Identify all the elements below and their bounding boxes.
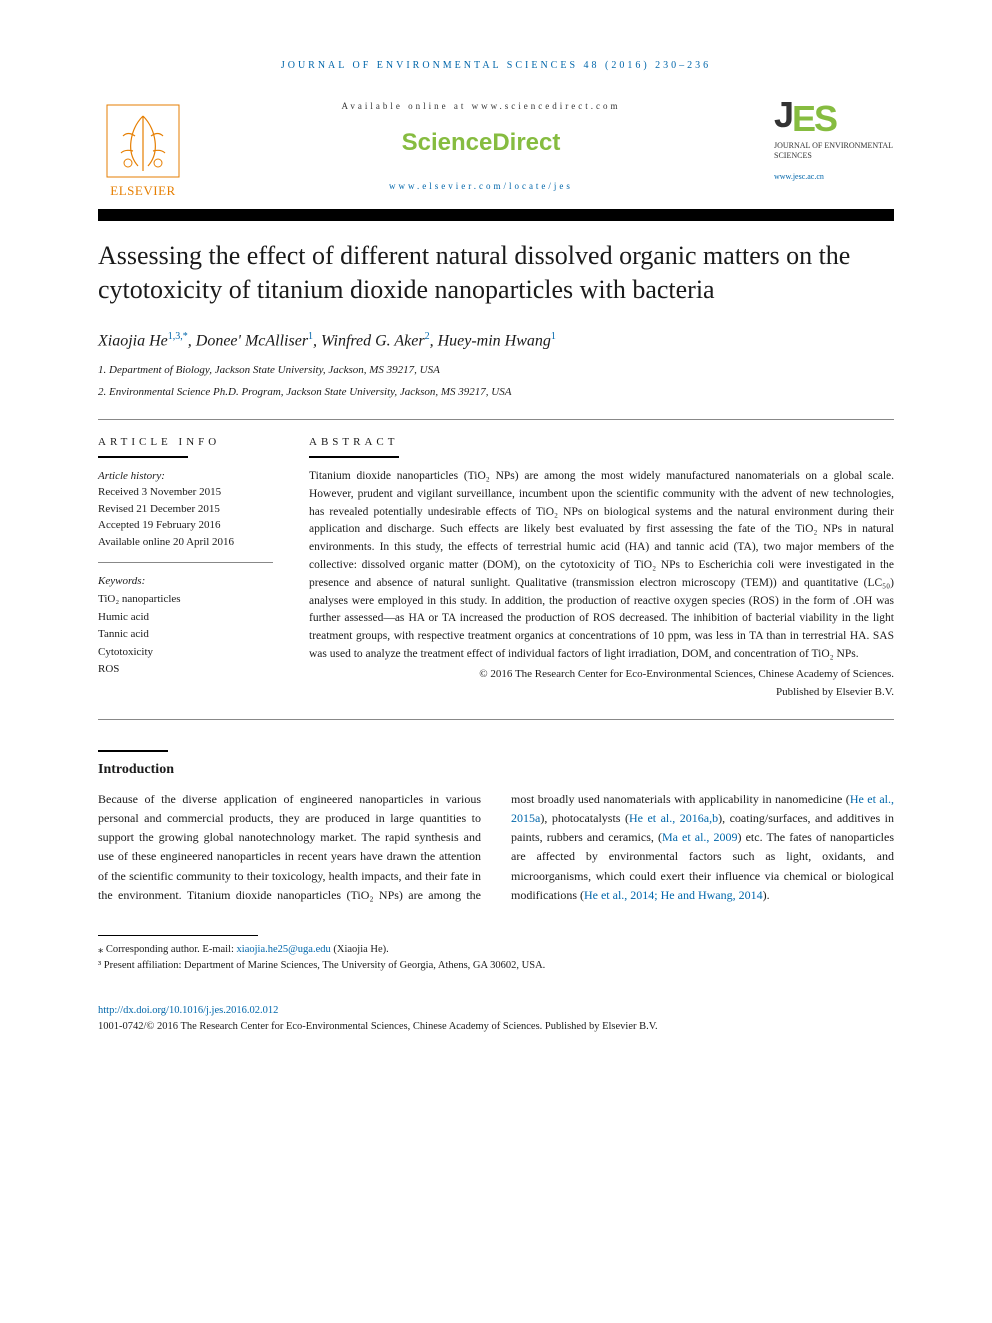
keyword: Cytotoxicity <box>98 644 273 662</box>
elsevier-logo: ELSEVIER <box>98 101 188 199</box>
body-text: Because of the diverse application of en… <box>98 790 894 905</box>
citation-link[interactable]: Ma et al., 2009 <box>662 830 738 844</box>
corr-label: ⁎ Corresponding author. E-mail: <box>98 944 237 955</box>
article-info-col: ARTICLE INFO Article history: Received 3… <box>98 436 273 701</box>
heading-rule <box>98 456 188 458</box>
history-label: Article history: <box>98 468 273 485</box>
sciencedirect-logo: ScienceDirect <box>208 129 754 157</box>
citation-link[interactable]: He et al., 2014; He and Hwang, 2014 <box>584 888 763 902</box>
footnotes: ⁎ Corresponding author. E-mail: xiaojia.… <box>98 942 894 974</box>
keyword: Humic acid <box>98 609 273 627</box>
locate-url[interactable]: www.elsevier.com/locate/jes <box>208 181 754 191</box>
heading-rule <box>98 750 168 752</box>
copyright-line-2: Published by Elsevier B.V. <box>309 684 894 701</box>
history-item: Received 3 November 2015 <box>98 484 273 501</box>
footnote-affiliation: ³ Present affiliation: Department of Mar… <box>98 958 894 974</box>
copyright-line-1: © 2016 The Research Center for Eco-Envir… <box>309 666 894 683</box>
article-info-heading: ARTICLE INFO <box>98 436 273 448</box>
journal-citation: JOURNAL OF ENVIRONMENTAL SCIENCES 48 (20… <box>98 60 894 71</box>
affiliation-1: 1. Department of Biology, Jackson State … <box>98 362 894 379</box>
divider <box>98 719 894 720</box>
abstract-col: ABSTRACT Titanium dioxide nanoparticles … <box>309 436 894 701</box>
header-row: ELSEVIER Available online at www.science… <box>98 101 894 199</box>
abstract-text: Titanium dioxide nanoparticles (TiO₂ NPs… <box>309 468 894 664</box>
doi-link[interactable]: http://dx.doi.org/10.1016/j.jes.2016.02.… <box>98 1003 894 1019</box>
history-item: Accepted 19 February 2016 <box>98 517 273 534</box>
authors: Xiaojia He1,3,*, Donee' McAlliser1, Winf… <box>98 331 894 350</box>
keywords-label: Keywords: <box>98 573 273 591</box>
jes-logo-prefix: J <box>774 97 792 133</box>
jes-logo-suffix: ES <box>792 98 836 139</box>
introduction-section: Introduction Because of the diverse appl… <box>98 750 894 905</box>
divider <box>98 419 894 420</box>
header-divider-bar <box>98 209 894 221</box>
doi-block: http://dx.doi.org/10.1016/j.jes.2016.02.… <box>98 1003 894 1035</box>
corresponding-author: ⁎ Corresponding author. E-mail: xiaojia.… <box>98 942 894 958</box>
history-item: Revised 21 December 2015 <box>98 501 273 518</box>
intro-text: ), photocatalysts ( <box>540 811 629 825</box>
keyword: Tannic acid <box>98 626 273 644</box>
journal-logo-block: JES JOURNAL OF ENVIRONMENTAL SCIENCES ww… <box>774 101 894 181</box>
elsevier-label: ELSEVIER <box>110 183 175 199</box>
elsevier-tree-icon <box>103 101 183 181</box>
article-history: Article history: Received 3 November 201… <box>98 468 273 551</box>
available-at: Available online at www.sciencedirect.co… <box>208 101 754 111</box>
citation-link[interactable]: He et al., 2016a,b <box>629 811 718 825</box>
keyword: ROS <box>98 661 273 679</box>
jes-logo: JES <box>774 101 894 137</box>
header-center: Available online at www.sciencedirect.co… <box>188 101 774 191</box>
history-item: Available online 20 April 2016 <box>98 534 273 551</box>
affiliation-2: 2. Environmental Science Ph.D. Program, … <box>98 384 894 401</box>
email-link[interactable]: xiaojia.he25@uga.edu <box>237 944 331 955</box>
footnote-divider <box>98 935 258 936</box>
issn-copyright: 1001-0742/© 2016 The Research Center for… <box>98 1019 894 1035</box>
corr-name: (Xiaojia He). <box>331 944 389 955</box>
abstract-heading: ABSTRACT <box>309 436 894 448</box>
keywords-block: Keywords: TiO₂ nanoparticles Humic acid … <box>98 573 273 679</box>
heading-rule <box>309 456 399 458</box>
jes-subtitle: JOURNAL OF ENVIRONMENTAL SCIENCES <box>774 141 894 160</box>
jes-url[interactable]: www.jesc.ac.cn <box>774 172 894 181</box>
introduction-heading: Introduction <box>98 762 894 778</box>
intro-text: ). <box>763 888 770 902</box>
article-title: Assessing the effect of different natura… <box>98 239 894 307</box>
affiliations: 1. Department of Biology, Jackson State … <box>98 362 894 401</box>
intro-text: Because of the diverse application of en… <box>98 792 850 902</box>
divider <box>98 562 273 563</box>
keyword: TiO₂ nanoparticles <box>98 591 273 609</box>
